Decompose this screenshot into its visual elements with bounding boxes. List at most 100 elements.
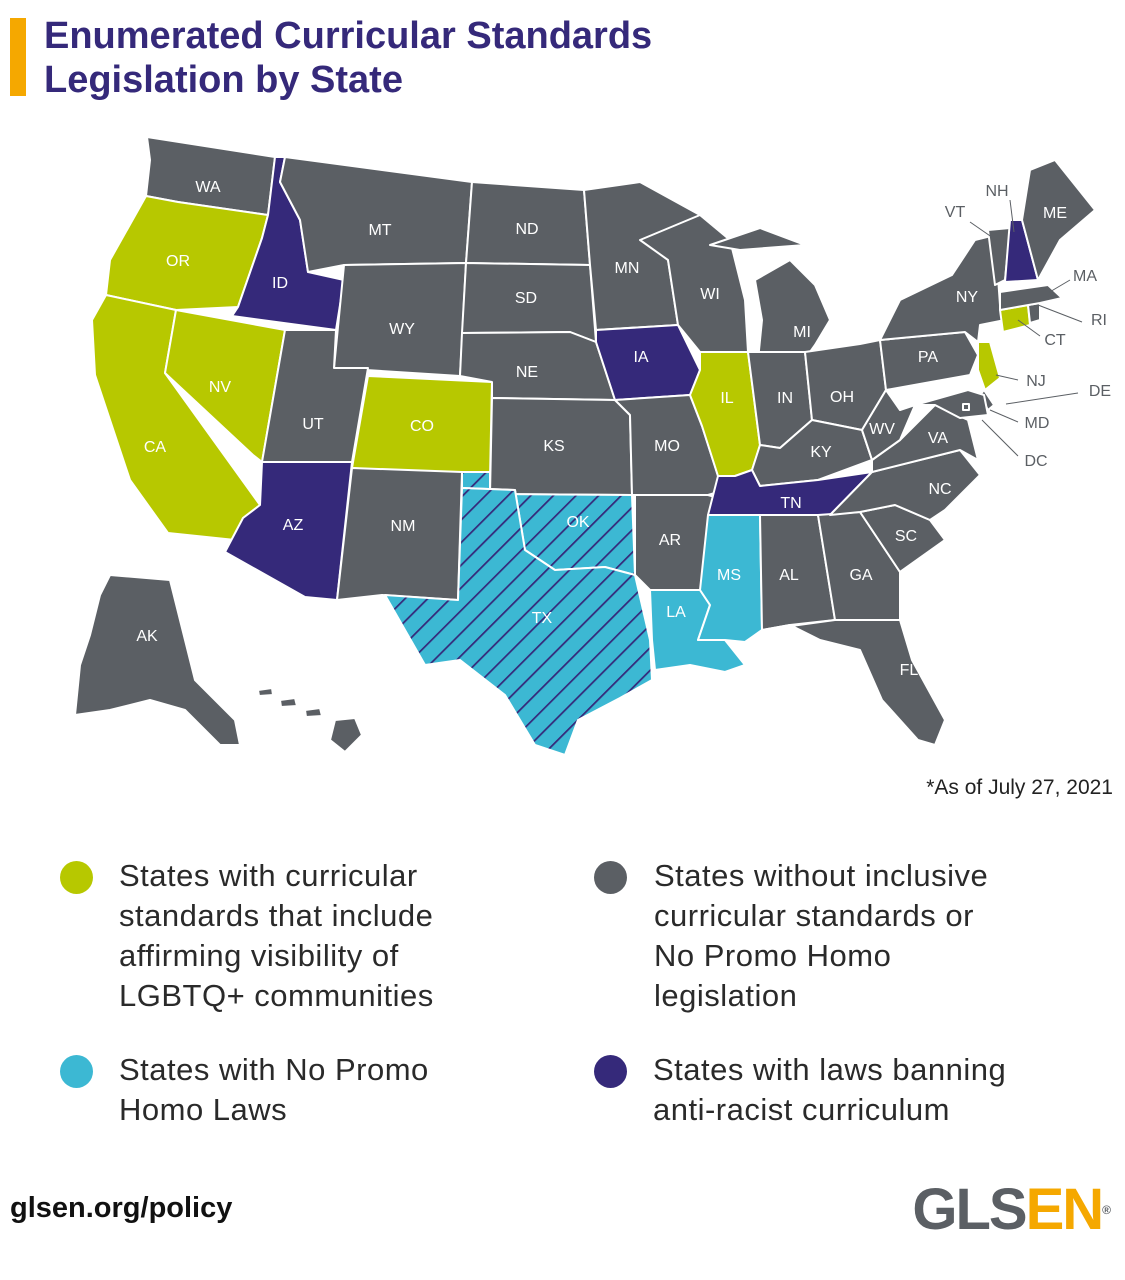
state-label-ut: UT	[302, 416, 324, 433]
state-nj	[977, 341, 1001, 391]
state-label-nm: NM	[391, 518, 416, 535]
state-label-il: IL	[720, 390, 733, 407]
state-label-ga: GA	[849, 567, 872, 584]
leader-line-nh	[1009, 199, 1015, 233]
legend-line: States with No Promo	[119, 1052, 429, 1087]
state-label-wv: WV	[869, 421, 895, 438]
page-title: Enumerated Curricular Standards Legislat…	[44, 14, 1044, 102]
state-label-ar: AR	[659, 532, 681, 549]
state-label-az: AZ	[283, 517, 304, 534]
leader-line-de	[1005, 392, 1079, 405]
legend-line: affirming visibility of	[119, 938, 399, 973]
legend-line: anti-racist curriculum	[653, 1092, 950, 1127]
state-ak	[74, 574, 241, 746]
legend-label-no-promo-homo: States with No Promo Homo Laws	[119, 1050, 559, 1130]
map-legend: States with curricular standards that in…	[0, 858, 1125, 1158]
state-label-or: OR	[166, 253, 190, 270]
legend-line: States with curricular	[119, 858, 418, 893]
legend-label-none: States without inclusive curricular stan…	[654, 856, 1114, 1016]
state-ny	[879, 234, 1006, 343]
state-label-id: ID	[272, 275, 288, 292]
state-label-ky: KY	[810, 444, 832, 461]
state-mi	[709, 227, 831, 361]
state-dc	[962, 403, 970, 411]
state-label-pa: PA	[918, 349, 938, 366]
state-wy	[333, 262, 467, 377]
legend-line: LGBTQ+ communities	[119, 978, 434, 1013]
state-label-ms: MS	[717, 567, 741, 584]
state-label-ia: IA	[633, 349, 648, 366]
legend-dot-affirming	[60, 861, 93, 894]
leader-line-ct	[1017, 319, 1041, 337]
title-line-1: Enumerated Curricular Standards	[44, 15, 653, 57]
state-label-nh: NH	[985, 183, 1008, 200]
state-fl	[761, 619, 946, 746]
state-label-al: AL	[779, 567, 799, 584]
footer-policy-link[interactable]: glsen.org/policy	[10, 1192, 233, 1224]
state-md	[914, 389, 989, 419]
state-label-ct: CT	[1044, 332, 1066, 349]
state-label-va: VA	[928, 430, 948, 447]
legend-label-anti-racist-ban: States with laws banning anti-racist cur…	[653, 1050, 1113, 1130]
leader-line-md	[989, 409, 1019, 423]
state-label-md: MD	[1025, 415, 1050, 432]
us-states-map: WA OR CA NV ID MT WY UT CO AZ NM ND SD NE KS OK TX MN IA MO…	[74, 136, 1111, 756]
state-me	[1021, 159, 1096, 281]
state-label-sc: SC	[895, 528, 917, 545]
state-ma	[999, 284, 1063, 311]
state-label-mo: MO	[654, 438, 680, 455]
state-ri	[1027, 302, 1041, 324]
state-label-mn: MN	[615, 260, 640, 277]
legend-line: legislation	[654, 978, 798, 1013]
title-line-2: Legislation by State	[44, 59, 403, 101]
state-label-in: IN	[777, 390, 793, 407]
state-mt	[279, 156, 473, 273]
state-label-wi: WI	[700, 286, 720, 303]
state-label-mi: MI	[793, 324, 811, 341]
legend-line: curricular standards or	[654, 898, 974, 933]
state-label-ca: CA	[144, 439, 167, 456]
logo-text-part1: GLS	[912, 1177, 1027, 1242]
legend-label-affirming: States with curricular standards that in…	[119, 856, 559, 1016]
legend-line: States without inclusive	[654, 858, 989, 893]
logo-registered-mark: ®	[1102, 1203, 1111, 1217]
leader-line-vt	[969, 221, 997, 241]
legend-dot-none	[594, 861, 627, 894]
state-label-ok: OK	[566, 514, 589, 531]
state-label-co: CO	[410, 418, 434, 435]
state-label-wy: WY	[389, 321, 415, 338]
date-note: *As of July 27, 2021	[926, 776, 1113, 799]
glsen-logo: GLSEN®	[912, 1178, 1111, 1242]
leader-line-ri	[1037, 304, 1083, 323]
state-label-hi: HI	[349, 706, 365, 723]
state-label-me: ME	[1043, 205, 1067, 222]
state-tx	[384, 487, 653, 756]
state-label-ny: NY	[956, 289, 979, 306]
logo-text-part2: EN	[1025, 1177, 1105, 1242]
state-label-ma: MA	[1073, 268, 1097, 285]
state-label-ks: KS	[543, 438, 564, 455]
state-label-dc: DC	[1024, 453, 1047, 470]
state-label-wa: WA	[195, 179, 221, 196]
state-label-ri: RI	[1091, 312, 1107, 329]
legend-line: Homo Laws	[119, 1092, 288, 1127]
state-label-nv: NV	[209, 379, 232, 396]
state-label-la: LA	[666, 604, 686, 621]
legend-dot-no-promo-homo	[60, 1055, 93, 1088]
legend-dot-anti-racist-ban	[594, 1055, 627, 1088]
state-label-fl: FL	[900, 662, 919, 679]
state-hi	[257, 687, 363, 753]
state-label-de: DE	[1089, 383, 1111, 400]
state-label-mt: MT	[368, 222, 391, 239]
leader-line-ma	[1047, 279, 1071, 294]
legend-line: standards that include	[119, 898, 434, 933]
legend-line: No Promo Homo	[654, 938, 892, 973]
state-nv	[164, 309, 286, 463]
legend-line: States with laws banning	[653, 1052, 1007, 1087]
state-label-tn: TN	[780, 495, 801, 512]
state-label-tx: TX	[532, 610, 553, 627]
title-accent-bar	[10, 18, 26, 96]
state-label-vt: VT	[945, 204, 966, 221]
leader-line-dc	[981, 419, 1019, 457]
state-label-nd: ND	[515, 221, 538, 238]
